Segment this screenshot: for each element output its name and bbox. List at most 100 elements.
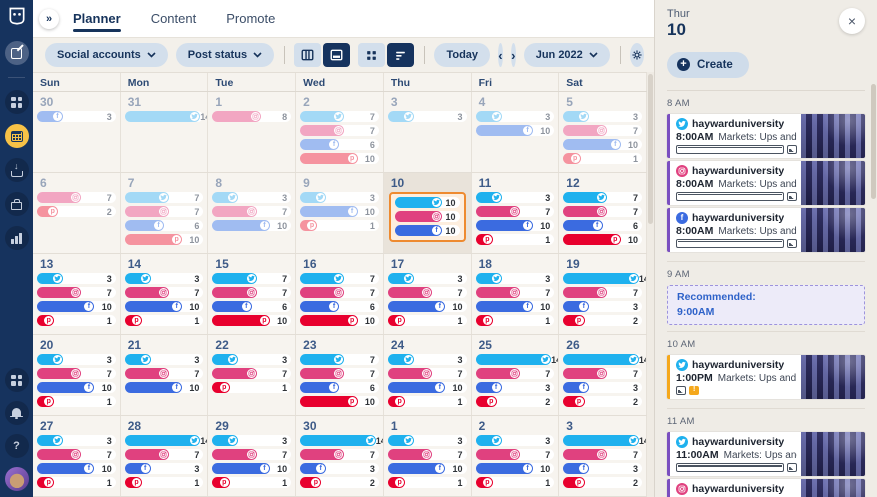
post-count-row[interactable]: 7 (563, 449, 642, 460)
calendar-day-cell[interactable]: 2 3 7 f 10 p 1 (471, 416, 560, 496)
sidebar-expand-button[interactable]: » (39, 8, 59, 29)
post-count-row[interactable]: f 10 (475, 463, 555, 474)
post-count-row[interactable]: 7 (387, 368, 467, 379)
calendar-day-cell[interactable]: 10 10 10 f 10 (383, 173, 472, 253)
calendar-day-cell[interactable]: 3147f3p2 (559, 416, 647, 496)
post-count-row[interactable]: 3 (124, 273, 204, 284)
grid-layout-button[interactable] (358, 43, 386, 67)
calendar-day-cell[interactable]: 12 7 7 f 6 p 10 (559, 173, 647, 253)
post-count-row[interactable]: 7 (124, 287, 204, 298)
post-count-row[interactable]: f 10 (387, 463, 467, 474)
post-count-row[interactable]: 14 (563, 435, 646, 446)
post-count-row[interactable]: 7 (212, 273, 292, 284)
post-status-dropdown[interactable]: Post status (175, 43, 275, 67)
post-count-row[interactable]: 7 (124, 449, 204, 460)
post-count-row[interactable]: f 10 (387, 301, 467, 312)
calendar-day-cell[interactable]: 4 3 f 10 (471, 92, 560, 172)
post-count-row[interactable]: 7 (212, 449, 292, 460)
post-count-row[interactable]: 10 (394, 197, 460, 208)
post-count-row[interactable]: 14 (563, 354, 646, 365)
post-count-row[interactable]: 7 (475, 206, 555, 217)
calendar-day-cell[interactable]: 13 3 7 f 10 p 1 (33, 254, 121, 334)
post-count-row[interactable]: f 10 (563, 139, 642, 150)
calendar-day-cell[interactable]: 11 3 7 f 10 p 1 (471, 173, 560, 253)
scheduled-post-card[interactable]: f haywarduniversity 8:00AM Markets: Ups and… (667, 207, 865, 252)
post-count-row[interactable]: 3 (124, 354, 204, 365)
calendar-day-cell[interactable]: 9 3 f 10 p 1 (296, 173, 384, 253)
post-count-row[interactable]: p 10 (300, 396, 379, 407)
post-count-row[interactable]: 7 (300, 111, 379, 122)
post-count-row[interactable]: 7 (300, 125, 379, 136)
month-picker-dropdown[interactable]: Jun 2022 (523, 43, 610, 67)
post-count-row[interactable]: 7 (37, 449, 116, 460)
calendar-day-cell[interactable]: 22 3 7 p 1 (208, 335, 297, 415)
post-count-row[interactable]: p 10 (124, 234, 204, 245)
post-count-row[interactable]: 3 (475, 435, 555, 446)
post-count-row[interactable]: f 10 (387, 382, 467, 393)
post-count-row[interactable]: 7 (563, 287, 642, 298)
post-count-row[interactable]: 14 (475, 354, 558, 365)
calendar-day-cell[interactable]: 23 7 7 f 6 p 10 (296, 335, 384, 415)
post-count-row[interactable]: 3 (387, 273, 467, 284)
scheduled-post-card[interactable]: haywarduniversity 8:00AM Markets: Ups and … (667, 113, 865, 158)
post-count-row[interactable]: 7 (124, 192, 204, 203)
month-view-button[interactable] (323, 43, 351, 67)
week-view-button[interactable] (294, 43, 322, 67)
sidebar-item-campaigns[interactable] (4, 192, 29, 216)
post-count-row[interactable]: f 10 (37, 301, 116, 312)
post-count-row[interactable]: 8 (212, 111, 292, 122)
post-count-row[interactable]: 7 (300, 449, 379, 460)
calendar-day-cell[interactable]: 19147f3p2 (559, 254, 647, 334)
calendar-day-cell[interactable]: 8 3 7 f 10 (208, 173, 297, 253)
post-count-row[interactable]: 7 (212, 206, 292, 217)
sidebar-item-analytics[interactable] (4, 226, 29, 250)
post-count-row[interactable]: 14 (124, 435, 207, 446)
post-count-row[interactable]: 14 (124, 111, 207, 122)
post-count-row[interactable]: p 10 (300, 315, 379, 326)
list-layout-button[interactable] (387, 43, 415, 67)
post-count-row[interactable]: 7 (387, 287, 467, 298)
post-count-row[interactable]: f 10 (475, 301, 555, 312)
post-count-row[interactable]: 10 (394, 211, 460, 222)
calendar-day-cell[interactable]: 28147f3p1 (120, 416, 209, 496)
create-post-button[interactable]: + Create (667, 51, 749, 78)
previous-month-button[interactable]: ‹ (498, 43, 503, 67)
calendar-day-cell[interactable]: 15 7 7 f 6 p 10 (208, 254, 297, 334)
post-count-row[interactable]: p 10 (563, 234, 642, 245)
post-count-row[interactable]: 3 (475, 192, 555, 203)
post-count-row[interactable]: 7 (124, 206, 204, 217)
post-count-row[interactable]: 7 (475, 449, 555, 460)
post-count-row[interactable]: 7 (37, 287, 116, 298)
post-count-row[interactable]: 14 (300, 435, 383, 446)
compose-button[interactable] (4, 41, 29, 65)
close-panel-button[interactable]: × (839, 8, 865, 34)
calendar-day-cell[interactable]: 26147f3p2 (559, 335, 647, 415)
tab-planner[interactable]: Planner (73, 0, 121, 37)
post-count-row[interactable]: 7 (475, 287, 555, 298)
recommended-time-slot[interactable]: Recommended: 9:00AM (667, 284, 865, 326)
sidebar-item-streams[interactable] (4, 90, 29, 114)
post-count-row[interactable]: 3 (37, 354, 116, 365)
post-count-row[interactable]: 3 (37, 435, 116, 446)
